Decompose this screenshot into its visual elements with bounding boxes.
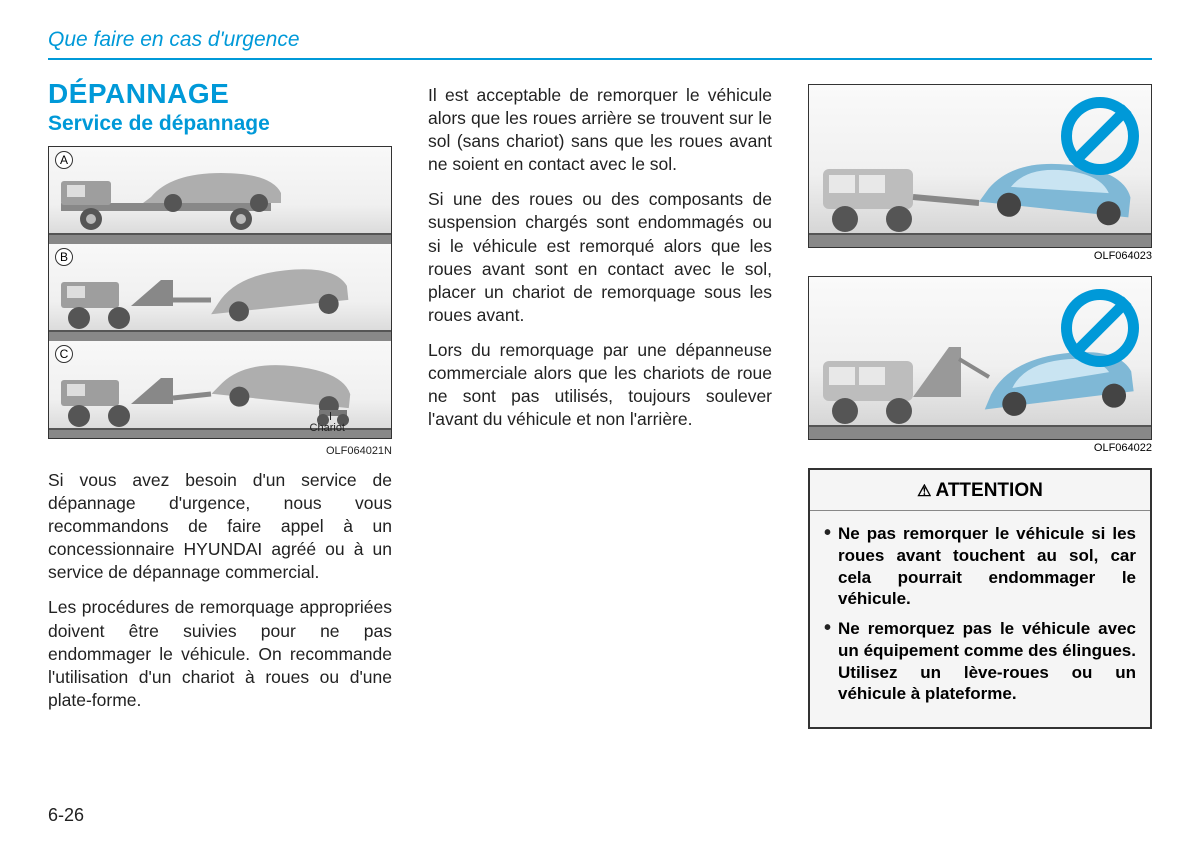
attention-box: ⚠ ATTENTION Ne pas remorquer le véhicule … <box>808 468 1152 729</box>
figure-panel-c: C Chariot <box>49 341 391 438</box>
col2-para1: Il est acceptable de remorquer le véhicu… <box>428 84 772 176</box>
attention-title-text: ATTENTION <box>936 480 1043 501</box>
prohibit-icon <box>1061 97 1139 175</box>
figure3-code: OLF064022 <box>808 442 1152 454</box>
col1-para1: Si vous avez besoin d'un service de dépa… <box>48 469 392 584</box>
col2-para3: Lors du remorquage par une dépanneuse co… <box>428 339 772 431</box>
sub-heading: Service de dépannage <box>48 112 392 136</box>
attention-title: ⚠ ATTENTION <box>810 470 1150 511</box>
column-3: OLF064023 OLF064022 ⚠ATT <box>808 78 1152 729</box>
figure1-code: OLF064021N <box>48 445 392 457</box>
attention-item-2: Ne remorquez pas le véhicule avec un équ… <box>824 618 1136 705</box>
figure2-code: OLF064023 <box>808 250 1152 262</box>
figure-panel-b: B <box>49 244 391 341</box>
wheel-lift-front-icon <box>61 250 381 330</box>
wheel-lift-dolly-icon <box>61 348 381 428</box>
main-heading: DÉPANNAGE <box>48 78 392 110</box>
figure-panel-a: A <box>49 147 391 244</box>
flatbed-truck-icon <box>61 153 381 233</box>
warning-triangle-icon: ⚠ <box>917 483 931 500</box>
content-columns: DÉPANNAGE Service de dépannage A B <box>48 78 1152 729</box>
column-1: DÉPANNAGE Service de dépannage A B <box>48 78 392 729</box>
chariot-label: Chariot <box>310 422 345 434</box>
prohibit-icon <box>1061 289 1139 367</box>
col2-para2: Si une des roues ou des composants de su… <box>428 188 772 327</box>
col1-para2: Les procédures de remorquage appropriées… <box>48 596 392 711</box>
wrong-towing-rear-figure <box>808 84 1152 248</box>
column-2: Il est acceptable de remorquer le véhicu… <box>428 78 772 729</box>
towing-methods-figure: A B <box>48 146 392 439</box>
wrong-towing-sling-figure <box>808 276 1152 440</box>
attention-body: Ne pas remorquer le véhicule si les roue… <box>810 511 1150 727</box>
attention-item-1: Ne pas remorquer le véhicule si les roue… <box>824 523 1136 610</box>
chapter-header: Que faire en cas d'urgence <box>48 28 1152 60</box>
page-number: 6-26 <box>48 805 84 826</box>
